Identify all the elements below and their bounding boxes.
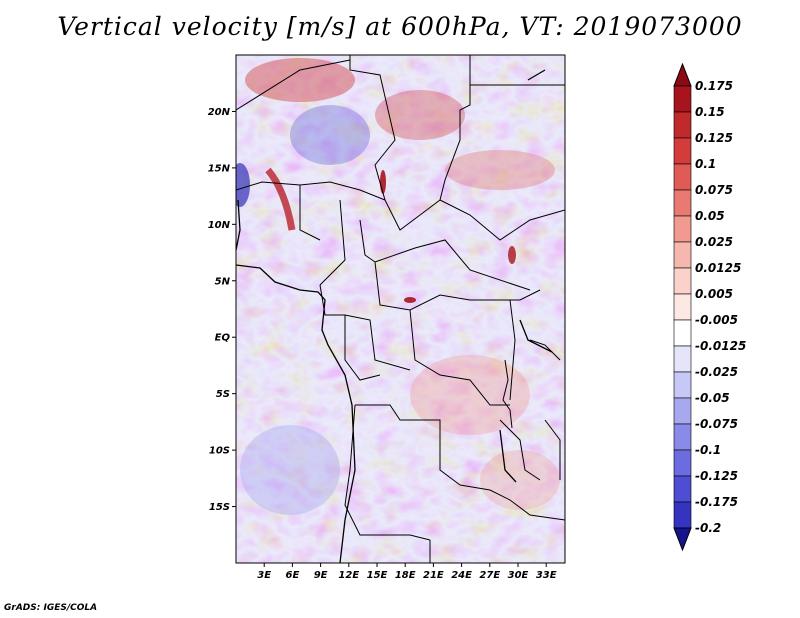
colorbar-swatch: [673, 449, 692, 477]
colorbar-swatch: [673, 423, 692, 451]
colorbar-label: -0.175: [695, 495, 738, 509]
lon-tick-label: 12E: [338, 570, 359, 581]
lat-tick-label: 15S: [209, 502, 230, 513]
map-frame: [235, 54, 566, 564]
colorbar: 0.175 0.15 0.125 0.1 0.075 0.05 0.025 0.0125 0.0…: [673, 62, 746, 552]
lon-tick-label: 24E: [451, 570, 472, 581]
colorbar-label: -0.05: [695, 391, 730, 405]
colorbar-swatch: [673, 397, 692, 425]
colorbar-label: 0.05: [695, 209, 725, 223]
colorbar-swatch: [673, 267, 692, 295]
lon-tick-label: 9E: [314, 570, 328, 581]
lat-tick-label: 15N: [208, 163, 231, 174]
latitude-axis: 20N 15N 10N 5N EQ 5S 10S 15S: [208, 107, 236, 513]
colorbar-swatch: [673, 163, 692, 191]
colorbar-label: 0.175: [695, 79, 733, 93]
colorbar-swatch: [673, 215, 692, 243]
colorbar-label: 0.0125: [695, 261, 741, 275]
colorbar-swatch: [673, 501, 692, 529]
lat-tick-label: 10S: [209, 446, 230, 457]
colorbar-label: 0.005: [695, 287, 733, 301]
lon-tick-label: 15E: [367, 570, 388, 581]
lat-tick-label: 5N: [215, 276, 231, 287]
colorbar-swatch: [673, 241, 692, 269]
country-borders: [236, 55, 565, 563]
colorbar-swatch: [673, 137, 692, 165]
colorbar-label: -0.0125: [695, 339, 746, 353]
colorbar-label: 0.1: [695, 157, 716, 171]
colorbar-swatch: [673, 85, 692, 113]
colorbar-swatch: [673, 293, 692, 321]
colorbar-swatch: [673, 345, 692, 373]
longitude-axis: 3E 6E 9E 12E 15E 18E 21E 24E 27E 30E 33E: [257, 563, 557, 581]
lon-tick-label: 18E: [395, 570, 416, 581]
colorbar-label: -0.2: [695, 521, 721, 535]
colorbar-label: -0.125: [695, 469, 738, 483]
lon-tick-label: 27E: [479, 570, 500, 581]
coastlines: [236, 69, 553, 563]
lon-tick-label: 21E: [423, 570, 444, 581]
colorbar-label: -0.075: [695, 417, 738, 431]
lon-tick-label: 6E: [286, 570, 300, 581]
colorbar-swatch: [673, 475, 692, 503]
lon-tick-label: 33E: [536, 570, 557, 581]
lat-tick-label: 10N: [208, 220, 231, 231]
colorbar-swatch: [673, 111, 692, 139]
colorbar-bottom-arrow: [673, 527, 692, 552]
colorbar-label: -0.1: [695, 443, 721, 457]
lat-tick-label: 5S: [216, 389, 230, 400]
colorbar-swatch: [673, 371, 692, 399]
colorbar-top-arrow: [673, 62, 692, 87]
velocity-overlays: [236, 55, 565, 563]
lat-tick-label: EQ: [215, 333, 231, 344]
lat-tick-label: 20N: [208, 107, 231, 118]
chart-title: Vertical velocity [m/s] at 600hPa, VT: 2…: [57, 12, 743, 41]
velocity-field: [236, 55, 565, 563]
colorbar-label: 0.125: [695, 131, 733, 145]
lon-tick-label: 30E: [508, 570, 529, 581]
map-border: [235, 54, 566, 564]
colorbar-swatch: [673, 189, 692, 217]
colorbar-label: 0.075: [695, 183, 733, 197]
colorbar-label: -0.005: [695, 313, 738, 327]
footer-credit: GrADS: IGES/COLA: [4, 603, 98, 613]
colorbar-label: 0.15: [695, 105, 725, 119]
colorbar-label: -0.025: [695, 365, 738, 379]
lon-tick-label: 3E: [257, 570, 271, 581]
colorbar-swatch: [673, 319, 692, 347]
colorbar-label: 0.025: [695, 235, 733, 249]
